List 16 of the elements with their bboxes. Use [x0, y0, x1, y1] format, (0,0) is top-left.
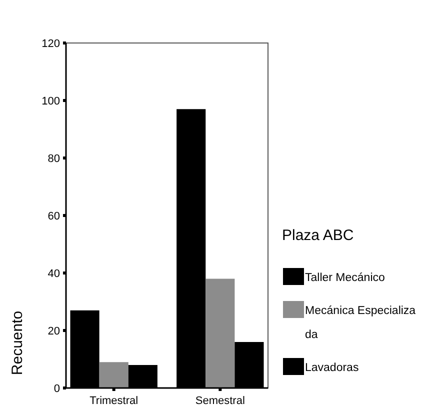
bar	[99, 362, 128, 388]
y-tick-label: 40	[48, 268, 60, 280]
legend-label: Taller Mecánico	[305, 272, 385, 284]
legend-label: Lavadoras	[305, 362, 359, 374]
x-tick-label: Semestral	[195, 395, 245, 407]
legend-title: Plaza ABC	[282, 227, 354, 244]
y-tick-label: 20	[48, 325, 60, 338]
y-tick-label: 0	[54, 382, 60, 395]
y-tick-label: 80	[48, 152, 60, 165]
y-tick-label: 120	[42, 38, 60, 50]
y-tick-label: 100	[42, 95, 60, 108]
y-axis-title: Recuento	[9, 310, 26, 376]
bar	[206, 278, 235, 388]
x-tick-label: Trimestral	[90, 395, 138, 407]
y-tick-label: 60	[48, 210, 60, 222]
legend-label: Mecánica Especializada	[305, 305, 416, 341]
